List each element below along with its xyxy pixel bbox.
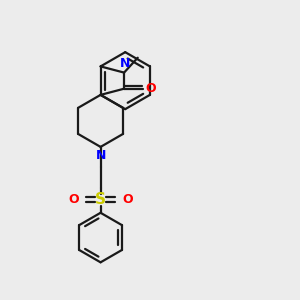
Text: S: S: [95, 192, 106, 207]
Text: O: O: [122, 194, 133, 206]
Text: O: O: [68, 194, 79, 206]
Text: O: O: [145, 82, 156, 95]
Text: N: N: [95, 149, 106, 162]
Text: N: N: [120, 57, 130, 70]
